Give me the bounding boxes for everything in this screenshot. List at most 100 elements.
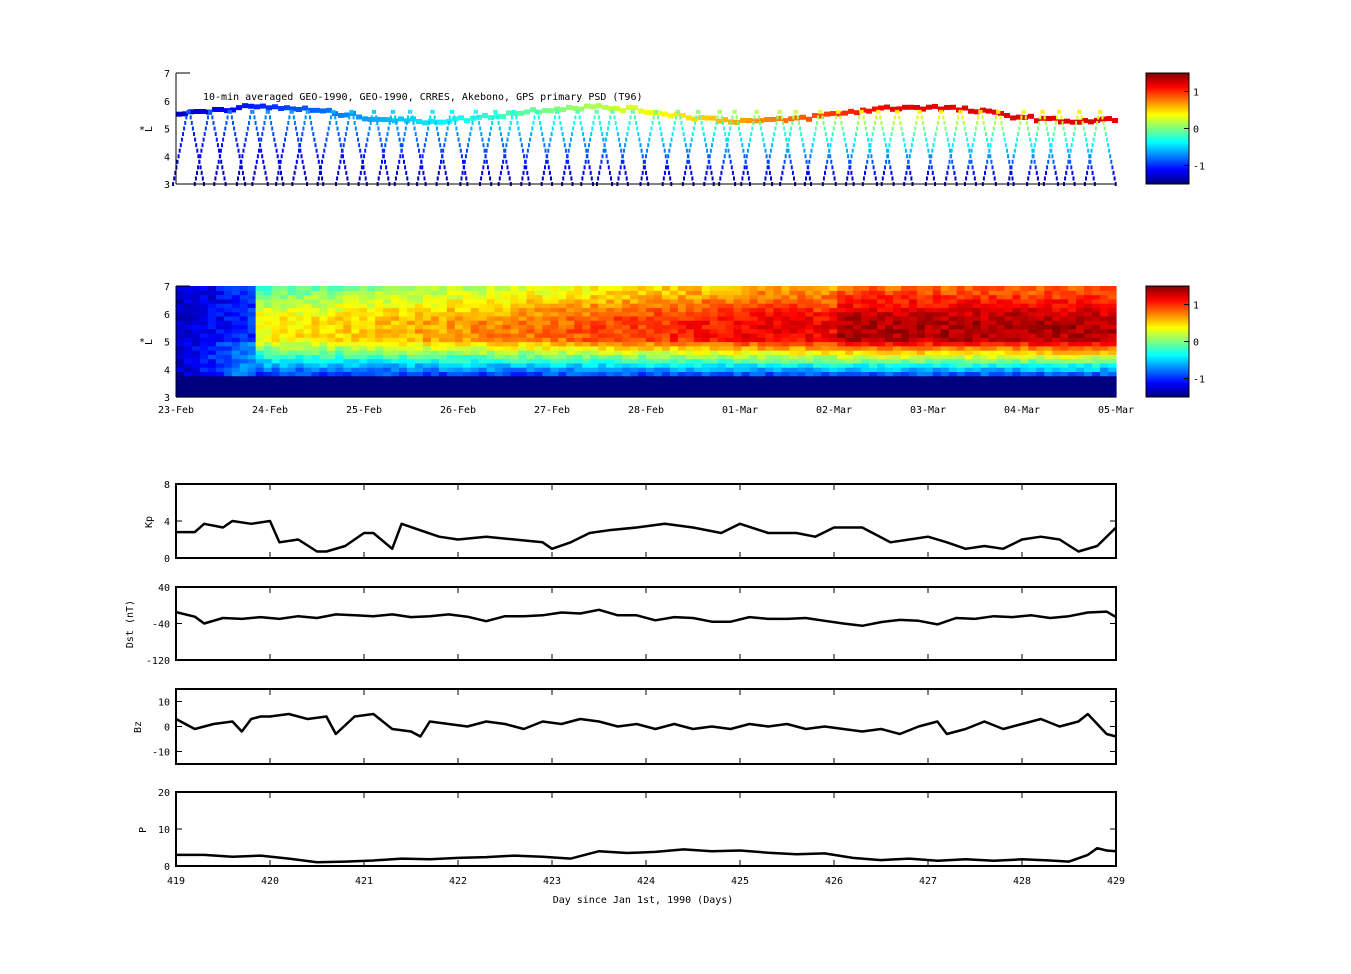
heatmap-cell: [359, 311, 368, 317]
heatmap-cell: [327, 350, 336, 355]
heatmap-cell: [1036, 384, 1045, 390]
heatmap-cell: [685, 367, 695, 372]
heatmap-cell: [988, 392, 998, 398]
heatmap-cell: [749, 298, 759, 304]
geo-observation: [284, 105, 290, 111]
heatmap-cell: [327, 367, 336, 372]
heatmap-cell: [542, 341, 552, 347]
heatmap-cell: [526, 341, 536, 347]
heatmap-cell: [176, 324, 185, 330]
heatmap-cell: [590, 350, 599, 355]
heatmap-cell: [653, 294, 663, 300]
heatmap-cell: [430, 290, 440, 296]
orbit-observation: [329, 115, 332, 120]
orbit-observation: [321, 176, 324, 181]
orbit-observation: [445, 176, 448, 181]
heatmap-cell: [343, 290, 352, 296]
heatmap-cell: [215, 345, 225, 351]
heatmap-cell: [303, 384, 313, 390]
heatmap-cell: [1020, 388, 1029, 394]
heatmap-cell: [916, 354, 926, 360]
heatmap-cell: [446, 379, 456, 385]
heatmap-cell: [892, 350, 902, 355]
heatmap-cell: [614, 367, 623, 372]
heatmap-cell: [438, 298, 448, 304]
orbit-observation: [1038, 120, 1041, 125]
heatmap-cell: [494, 392, 504, 398]
heatmap-cell: [367, 320, 376, 326]
heatmap-cell: [279, 367, 289, 372]
heatmap-cell: [422, 375, 432, 381]
orbit-observation: [436, 176, 439, 181]
heatmap-cell: [255, 375, 265, 381]
heatmap-cell: [813, 328, 822, 334]
orbit-observation: [649, 132, 652, 137]
heatmap-cell: [191, 332, 201, 338]
heatmap-cell: [765, 384, 775, 390]
orbit-observation: [895, 109, 897, 114]
geo-observation: [404, 118, 410, 124]
heatmap-cell: [661, 298, 671, 304]
heatmap-cell: [1020, 362, 1029, 368]
heatmap-cell: [877, 358, 886, 364]
orbit-observation: [735, 115, 738, 120]
heatmap-cell: [1100, 290, 1109, 296]
heatmap-cell: [391, 337, 400, 343]
orbit-observation: [935, 126, 938, 131]
orbit-observation: [932, 176, 935, 181]
heatmap-cell: [1044, 337, 1053, 343]
y-axis-label: Bz: [133, 721, 144, 733]
heatmap-cell: [215, 303, 225, 308]
heatmap-cell: [414, 354, 424, 360]
orbit-observation: [1008, 159, 1011, 164]
orbit-observation: [487, 137, 490, 142]
heatmap-cell: [223, 354, 233, 360]
heatmap-cell: [837, 345, 846, 351]
orbit-observation: [580, 126, 583, 131]
heatmap-cell: [207, 328, 217, 334]
orbit-observation: [884, 143, 887, 148]
heatmap-cell: [1012, 294, 1022, 300]
heatmap-cell: [375, 379, 384, 385]
orbit-observation: [562, 137, 565, 142]
orbit-observation: [378, 132, 381, 137]
orbit-observation: [502, 159, 505, 164]
orbit-observation: [711, 176, 714, 181]
series-line: [175, 712, 1117, 738]
heatmap-cell: [494, 324, 504, 330]
orbit-observation: [1013, 148, 1016, 153]
orbit-observation: [238, 170, 241, 175]
orbit-observation: [464, 154, 467, 159]
heatmap-cell: [1028, 303, 1037, 308]
heatmap-cell: [430, 307, 440, 313]
heatmap-cell: [701, 375, 711, 381]
heatmap-cell: [948, 303, 958, 308]
heatmap-cell: [598, 358, 607, 364]
heatmap-cell: [590, 303, 599, 308]
heatmap-cell: [430, 324, 440, 330]
heatmap-cell: [956, 371, 966, 377]
heatmap-cell: [685, 307, 695, 313]
geo-observation: [722, 117, 728, 123]
heatmap-cell: [821, 384, 830, 390]
heatmap-cell: [414, 337, 424, 343]
heatmap-cell: [606, 290, 615, 296]
heatmap-cell: [1044, 303, 1053, 308]
heatmap-cell: [319, 311, 328, 317]
heatmap-cell: [773, 384, 783, 390]
heatmap-cell: [765, 320, 775, 326]
heatmap-cell: [1036, 298, 1045, 304]
heatmap-cell: [1052, 320, 1061, 326]
heatmap-cell: [422, 367, 432, 372]
heatmap-cell: [614, 384, 623, 390]
heatmap-cell: [582, 354, 591, 360]
heatmap-cell: [582, 286, 591, 291]
orbit-observation: [415, 137, 418, 142]
heatmap-cell: [598, 298, 607, 304]
heatmap-cell: [176, 286, 185, 291]
heatmap-cell: [231, 286, 241, 291]
heatmap-cell: [685, 303, 695, 308]
kp-panel: Kp 048: [144, 480, 1117, 565]
heatmap-cell: [526, 307, 536, 313]
heatmap-cell: [677, 328, 687, 334]
